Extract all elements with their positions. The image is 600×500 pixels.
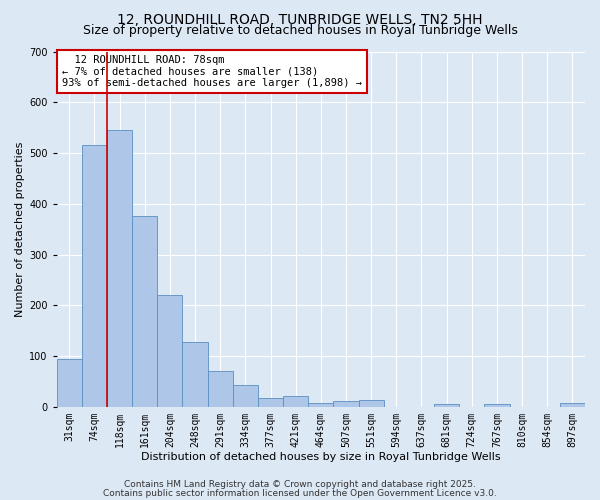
Text: Size of property relative to detached houses in Royal Tunbridge Wells: Size of property relative to detached ho…: [83, 24, 517, 37]
Bar: [258, 398, 283, 407]
X-axis label: Distribution of detached houses by size in Royal Tunbridge Wells: Distribution of detached houses by size …: [141, 452, 500, 462]
Bar: [208, 372, 233, 407]
Bar: [56, 358, 82, 407]
Bar: [434, 404, 459, 407]
Bar: [560, 404, 585, 407]
Bar: [308, 403, 334, 407]
Text: Contains public sector information licensed under the Open Government Licence v3: Contains public sector information licen…: [103, 488, 497, 498]
Bar: [283, 396, 308, 407]
Text: 12, ROUNDHILL ROAD, TUNBRIDGE WELLS, TN2 5HH: 12, ROUNDHILL ROAD, TUNBRIDGE WELLS, TN2…: [117, 12, 483, 26]
Bar: [157, 295, 182, 407]
Y-axis label: Number of detached properties: Number of detached properties: [15, 142, 25, 317]
Bar: [107, 130, 132, 407]
Text: Contains HM Land Registry data © Crown copyright and database right 2025.: Contains HM Land Registry data © Crown c…: [124, 480, 476, 489]
Bar: [182, 342, 208, 407]
Bar: [484, 404, 509, 407]
Text: 12 ROUNDHILL ROAD: 78sqm
← 7% of detached houses are smaller (138)
93% of semi-d: 12 ROUNDHILL ROAD: 78sqm ← 7% of detache…: [62, 55, 362, 88]
Bar: [359, 400, 384, 407]
Bar: [82, 146, 107, 407]
Bar: [132, 216, 157, 407]
Bar: [233, 385, 258, 407]
Bar: [334, 401, 359, 407]
